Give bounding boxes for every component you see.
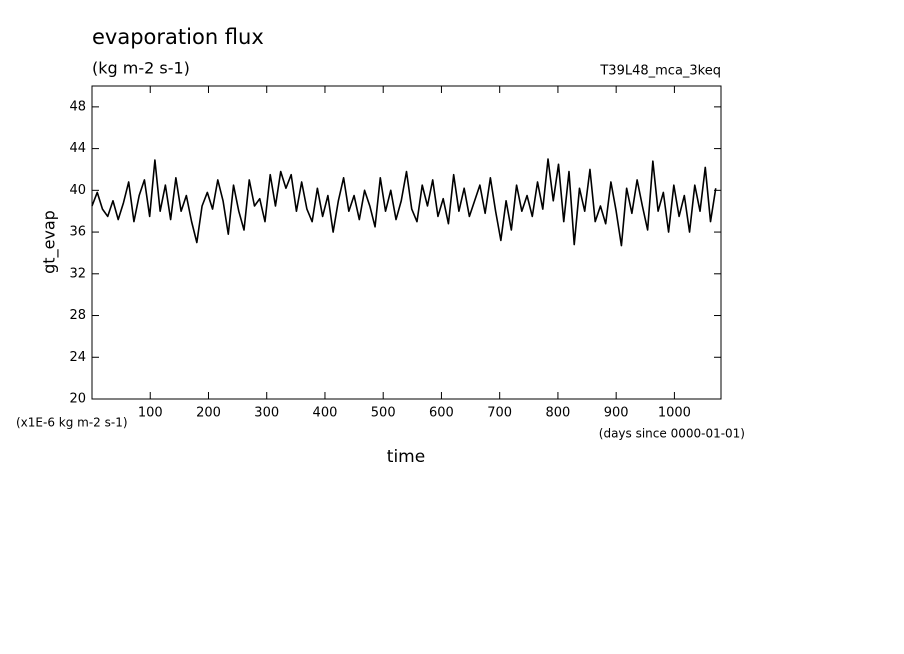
y-tick-label: 44: [69, 141, 86, 156]
x-unit: (days since 0000-01-01): [599, 427, 745, 441]
x-tick-label: 100: [138, 406, 163, 421]
y-tick-label: 28: [69, 308, 86, 323]
x-tick-label: 200: [196, 406, 221, 421]
x-tick-label: 600: [429, 406, 454, 421]
chart-title: evaporation flux: [92, 25, 264, 49]
x-axis-label: time: [387, 447, 425, 467]
series-line: [91, 158, 717, 247]
x-tick-label: 400: [313, 406, 338, 421]
x-tick-label: 900: [604, 406, 629, 421]
x-tick-label: 700: [487, 406, 512, 421]
x-tick-label: 800: [546, 406, 571, 421]
plot-frame: [91, 85, 722, 400]
y-tick-label: 20: [69, 392, 86, 407]
y-unit: (x1E-6 kg m-2 s-1): [16, 416, 128, 430]
x-tick-label: 300: [254, 406, 279, 421]
y-tick-label: 40: [69, 183, 86, 198]
x-tick-label: 500: [371, 406, 396, 421]
x-tick-label: 1000: [658, 406, 691, 421]
y-tick-label: 48: [69, 99, 86, 114]
y-tick-label: 36: [69, 225, 86, 240]
y-tick-label: 24: [69, 350, 86, 365]
y-tick-label: 32: [69, 266, 86, 281]
chart-subtitle: (kg m-2 s-1): [92, 59, 190, 78]
y-axis-label: gt_evap: [40, 210, 60, 274]
annotation: T39L48_mca_3keq: [599, 64, 721, 79]
